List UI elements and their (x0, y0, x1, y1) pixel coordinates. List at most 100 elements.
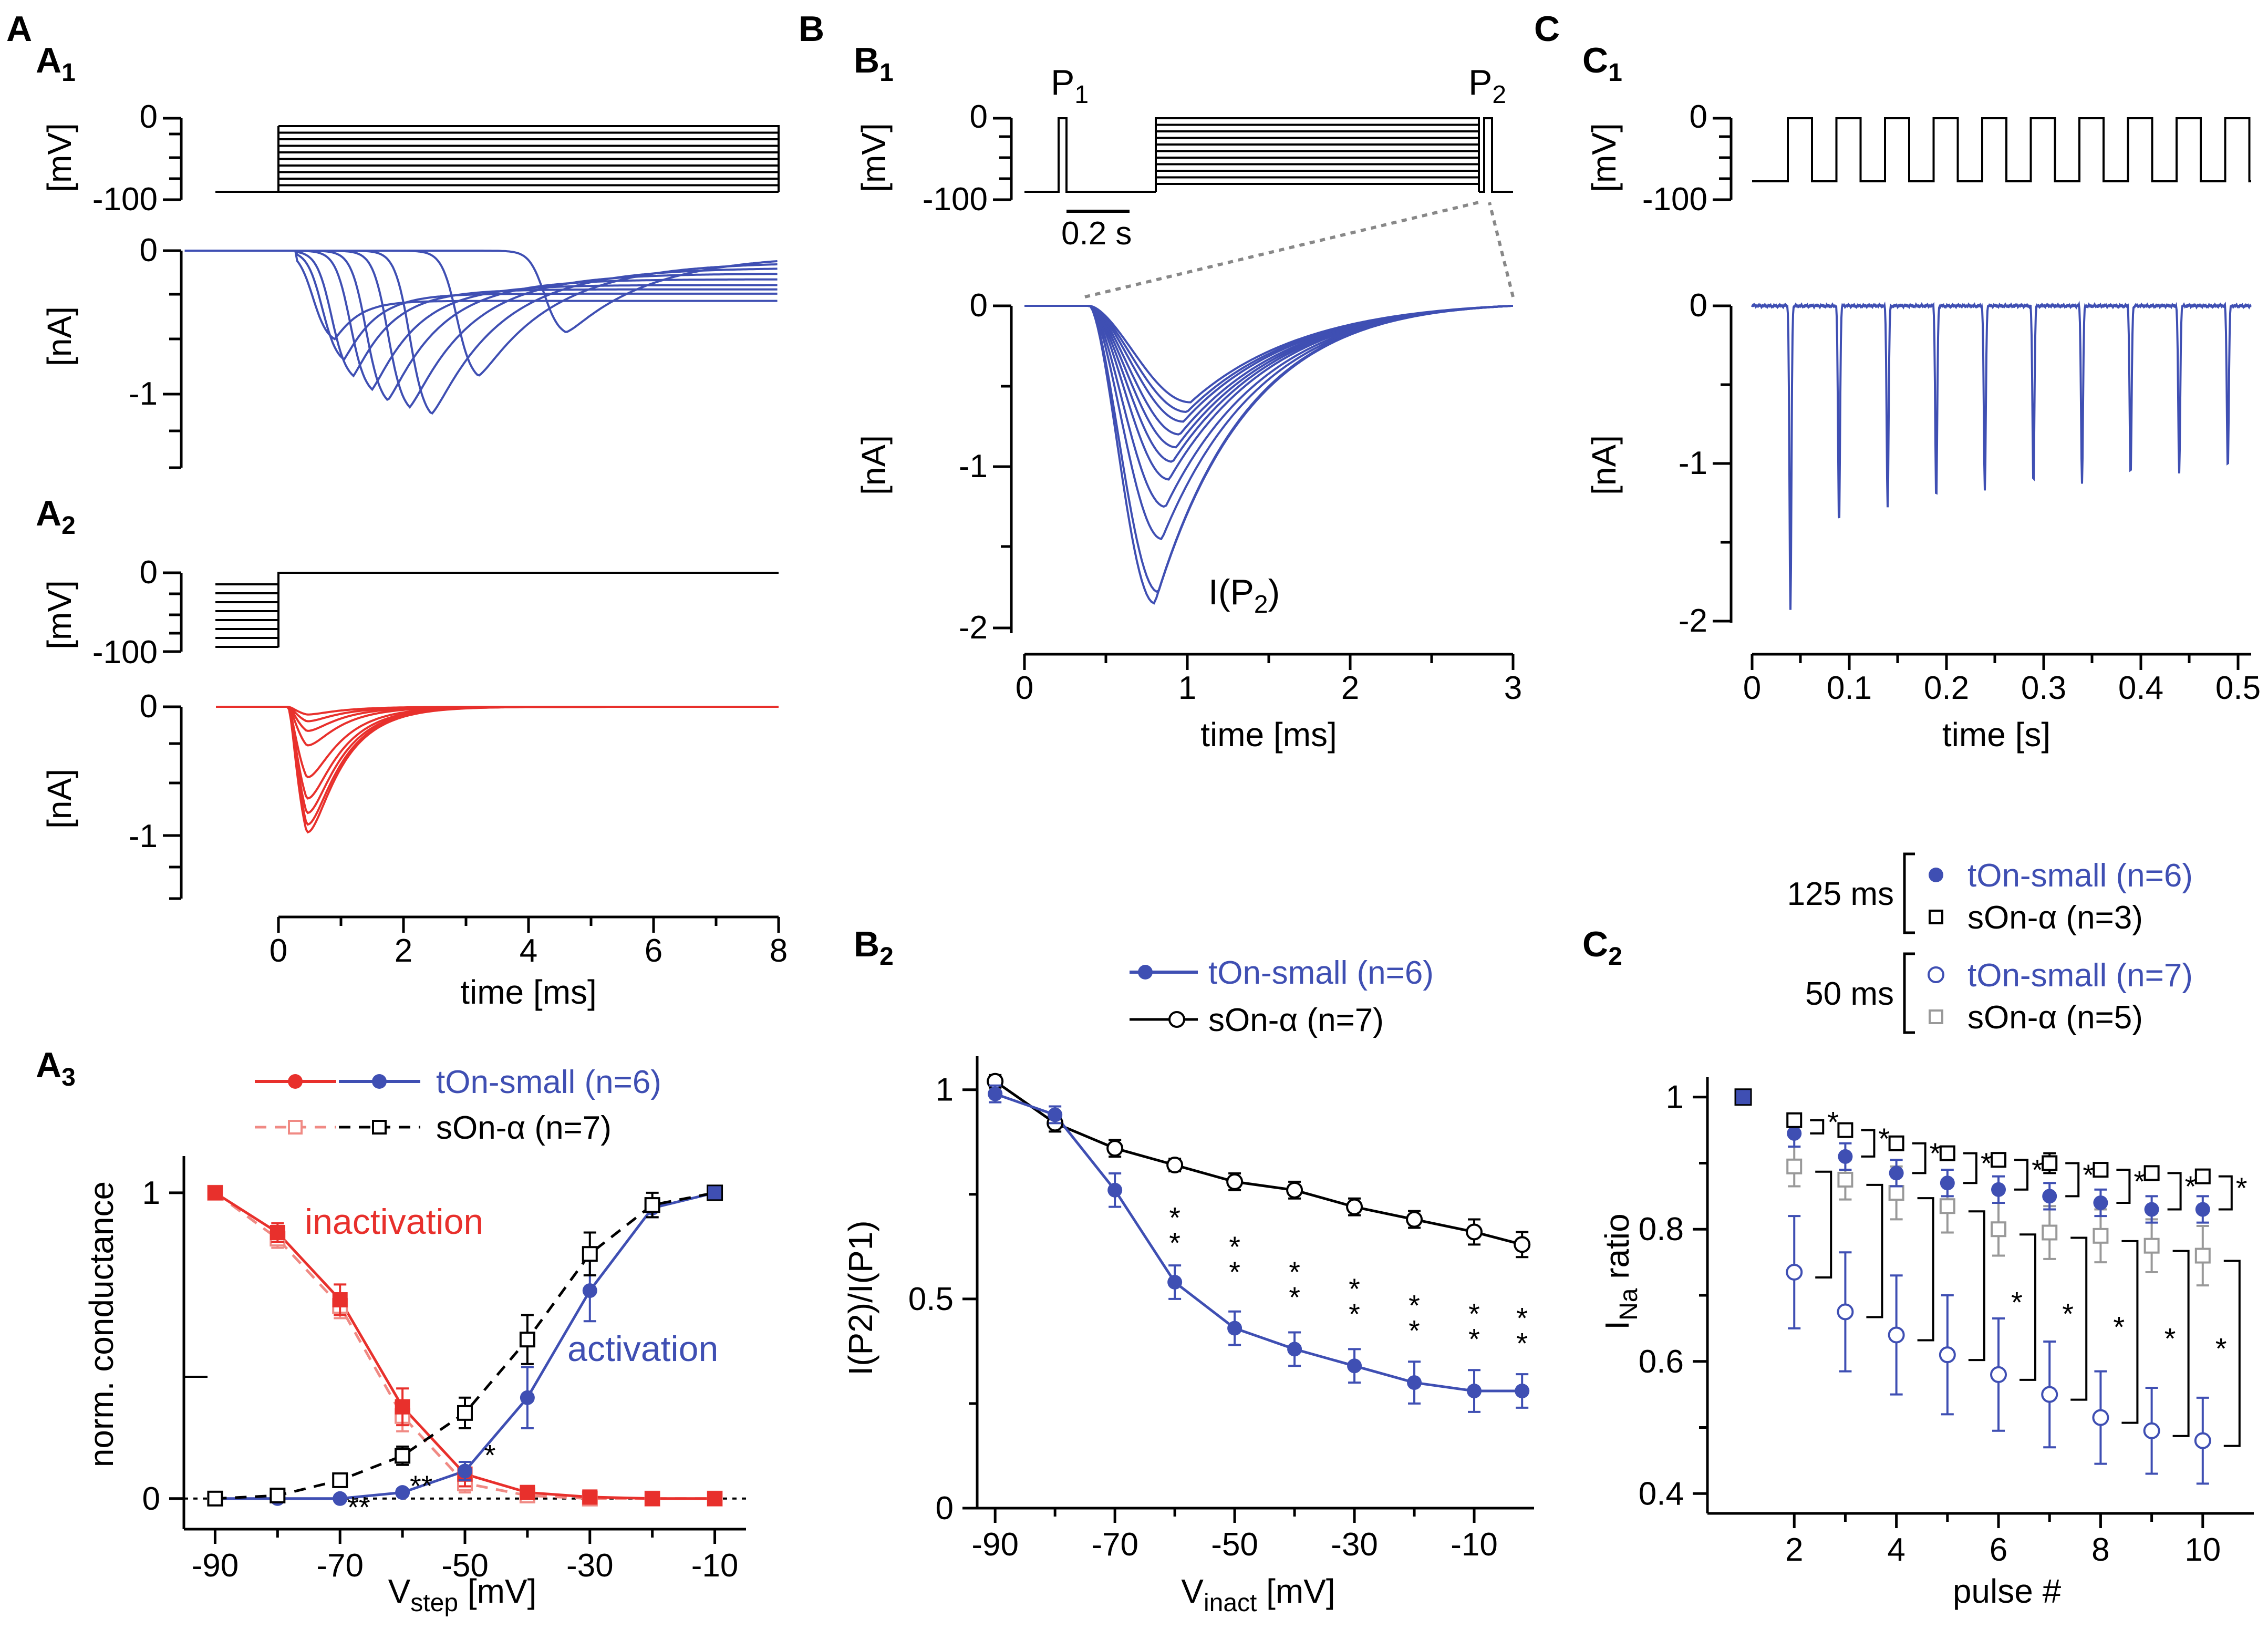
b2-son-alpha-point (1514, 1236, 1531, 1253)
legend-son-50: sOn-α (n=5) (1967, 999, 2143, 1036)
b1-na-label: [nA] (855, 435, 893, 495)
c2-son-50-point (1837, 1171, 1853, 1188)
b2-significance-star: * (1169, 1201, 1180, 1234)
a3-y-tick-label: 1 (142, 1175, 160, 1211)
c2-legend: 125 ms tOn-small (n=6) sOn-α (n=3) 50 ms… (1787, 852, 2193, 1036)
c1-pulse-train (1752, 117, 2251, 182)
c2-x-tick-label: 10 (2184, 1532, 2221, 1568)
b2-son-alpha-point (1166, 1157, 1184, 1174)
c2-bracket-125 (1810, 1119, 1825, 1135)
c2-tonsmall-50-point (2041, 1386, 2058, 1403)
c2-son-50-point (1786, 1158, 1803, 1174)
a3-y-tick-label: 0 (142, 1481, 160, 1517)
panel-a1: 0 -100 [mV] 0 -1 [nA] (40, 99, 780, 469)
c2-bracket-50 (2020, 1233, 2037, 1381)
c1-mv-label: [mV] (1585, 123, 1623, 192)
legend-marker-tonsmall-50 (1928, 966, 1944, 983)
legend-son-alpha: sOn-α (n=7) (1208, 1002, 1384, 1038)
b1-current-traces (1024, 305, 1513, 605)
b2-significance-star: * (1349, 1272, 1360, 1305)
a2-voltage-steps (215, 572, 779, 648)
b1-na-tick-1: -1 (959, 448, 988, 484)
a2-na-tick-1: -1 (129, 818, 158, 854)
a3-point (582, 1283, 597, 1298)
c1-time-label: time [s] (1942, 716, 2050, 754)
a3-x-tick-label: -10 (691, 1548, 739, 1584)
c2-bracket-125 (1963, 1152, 1977, 1184)
a3-point (519, 1332, 535, 1348)
a3-point (207, 1185, 223, 1201)
c2-y-tick-label: 1 (1666, 1079, 1684, 1116)
a1-current-traces (184, 250, 778, 415)
a1-mv-label: [mV] (40, 123, 78, 192)
b1-inact-level (1155, 170, 1480, 192)
b2-significance-star: * (1516, 1302, 1528, 1335)
c2-tonsmall-50-point (2194, 1432, 2211, 1449)
b1-inact-level (1155, 183, 1480, 192)
b2-son-alpha-point (1286, 1181, 1303, 1199)
a2-voltage-axis (163, 571, 183, 653)
c2-son-50-point (1939, 1198, 1955, 1214)
b2-tonsmall-line (995, 1092, 1523, 1393)
c2-tonsmall-125-point (2093, 1195, 2108, 1210)
b2-plot: ** ** ** ** ****** (987, 1073, 1531, 1413)
b2-y-tick-label: 0.5 (908, 1281, 954, 1317)
c2-x-tick-label: 2 (1785, 1532, 1803, 1568)
c2-son-50-point (2093, 1228, 2109, 1244)
a-time-tick-6: 6 (645, 933, 662, 969)
a1-na-tick-1: -1 (129, 376, 158, 412)
c2-son-50-point (2143, 1238, 2160, 1254)
c2-y-tick-label: 0.6 (1639, 1344, 1684, 1380)
b2-tonsmall-point (1515, 1384, 1530, 1399)
b1-mv-label: [mV] (855, 123, 893, 192)
c2-x-tick-label: 6 (1990, 1532, 2007, 1568)
c2-significance-star: * (1930, 1137, 1941, 1170)
a3-point (582, 1246, 598, 1262)
a1-step-level (278, 131, 780, 192)
c2-son-125-point (1786, 1112, 1803, 1128)
b2-x-tick-label: -50 (1211, 1527, 1258, 1563)
a2-current-trace (216, 706, 779, 716)
a3-x-tick-label: -70 (316, 1548, 364, 1584)
c2-son-125-point (1888, 1135, 1904, 1151)
c2-tonsmall-125-point (1940, 1176, 1955, 1191)
b1-voltage-protocol (1024, 117, 1513, 193)
c2-bracket-50 (2070, 1236, 2088, 1401)
c1-na-label: [nA] (1585, 435, 1623, 495)
a2-na-label: [nA] (40, 769, 78, 829)
c2-bracket-50 (2172, 1250, 2190, 1437)
b1-time-tick-1: 1 (1178, 670, 1196, 706)
legend-group-50ms: 50 ms (1805, 976, 1894, 1012)
b2-tonsmall-point (988, 1086, 1003, 1101)
a3-significance-star: ** (347, 1491, 370, 1524)
b2-tonsmall-point (1048, 1107, 1063, 1122)
c2-son-50-point (2042, 1224, 2058, 1241)
panel-a3: tOn-small (n=6) sOn-α (n=7) inactivation… (82, 1064, 746, 1617)
a3-point (332, 1472, 348, 1488)
b1-p1-label: P1 (1051, 63, 1089, 109)
c2-bracket-125 (2014, 1159, 2029, 1191)
c2-significance-star: * (2011, 1286, 2023, 1319)
a3-point (707, 1184, 723, 1201)
c2-significance-star: * (2083, 1158, 2094, 1191)
c2-y-tick-label: 0.4 (1639, 1476, 1684, 1512)
b1-inact-level (1155, 157, 1480, 192)
b1-inact-level (1155, 117, 1480, 192)
c2-significance-star: * (1827, 1105, 1839, 1138)
a3-ylabel: norm. conductance (82, 1181, 120, 1467)
b2-legend: tOn-small (n=6) sOn-α (n=7) (1130, 955, 1434, 1038)
b2-x-tick-label: -10 (1451, 1527, 1498, 1563)
panel-a2: 0 -100 [mV] 0 -1 [nA] 0 2 4 6 8 time [ms… (40, 554, 788, 1011)
c2-bracket-125 (2116, 1169, 2131, 1204)
b2-tonsmall-point (1107, 1182, 1123, 1198)
a1-step-base (215, 126, 279, 193)
panel-c2: 125 ms tOn-small (n=6) sOn-α (n=3) 50 ms… (1598, 852, 2254, 1610)
a3-point (520, 1484, 535, 1500)
c2-tonsmall-125-point (2144, 1202, 2159, 1217)
a3-point (395, 1399, 410, 1415)
b1-scale-label: 0.2 s (1061, 215, 1132, 252)
c1-na-tick-2: -2 (1679, 603, 1707, 639)
b2-xlabel: Vinact [mV] (1181, 1572, 1335, 1617)
b1-time-tick-0: 0 (1016, 670, 1033, 706)
legend-group-125ms: 125 ms (1787, 876, 1894, 912)
